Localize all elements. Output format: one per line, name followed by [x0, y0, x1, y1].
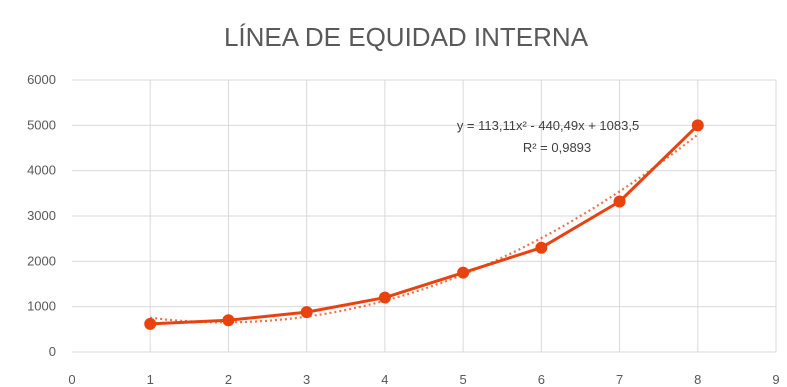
trendline-equation: y = 113,11x² - 440,49x + 1083,5 [457, 118, 639, 133]
data-point [613, 195, 626, 208]
chart-title: LÍNEA DE EQUIDAD INTERNA [224, 22, 589, 52]
data-point [457, 266, 470, 279]
y-tick-label: 0 [49, 344, 56, 359]
x-tick-label: 2 [225, 372, 232, 387]
y-tick-label: 3000 [27, 208, 56, 223]
x-tick-label: 5 [459, 372, 466, 387]
trendline-r-squared: R² = 0,9893 [523, 140, 591, 155]
x-tick-label: 0 [68, 372, 75, 387]
x-axis-tick-labels: 0 1 2 3 4 5 6 7 8 9 [68, 372, 779, 387]
y-tick-label: 4000 [27, 163, 56, 178]
series-line [150, 124, 699, 326]
y-tick-label: 2000 [27, 253, 56, 268]
y-tick-label: 1000 [27, 299, 56, 314]
x-tick-label: 6 [538, 372, 545, 387]
trendline-layer [150, 133, 699, 324]
data-point [691, 119, 704, 132]
x-tick-label: 4 [381, 372, 388, 387]
data-point [535, 241, 548, 254]
y-axis-tick-labels: 0 1000 2000 3000 4000 5000 6000 [27, 72, 56, 359]
grid-lines [72, 79, 777, 353]
y-tick-label: 5000 [27, 117, 56, 132]
series-layer [144, 119, 704, 330]
x-tick-label: 1 [147, 372, 154, 387]
trendline [150, 133, 699, 324]
data-point [222, 314, 235, 327]
y-tick-label: 6000 [27, 72, 56, 87]
x-tick-label: 3 [303, 372, 310, 387]
data-point [300, 306, 313, 319]
x-tick-label: 7 [616, 372, 623, 387]
x-tick-label: 9 [772, 372, 779, 387]
data-point [378, 291, 391, 304]
data-point [144, 317, 157, 330]
x-tick-label: 8 [694, 372, 701, 387]
